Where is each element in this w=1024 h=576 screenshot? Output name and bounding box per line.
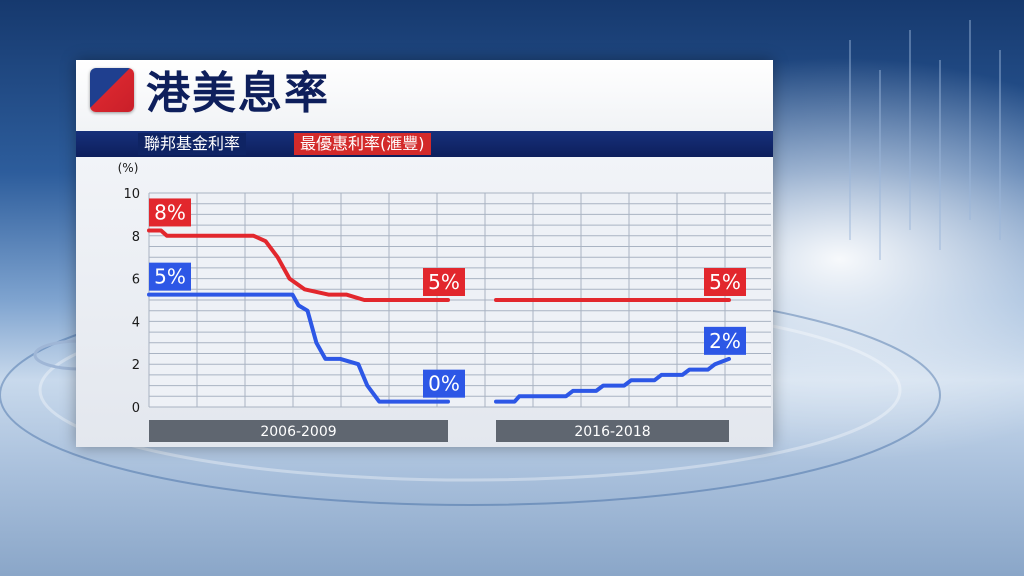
value-label: 0% <box>428 372 460 396</box>
value-label-box <box>423 369 465 398</box>
chart-panel: 港美息率 聯邦基金利率 最優惠利率(滙豐) 0 2 4 6 8 10 (%) 2006-200… <box>76 60 773 447</box>
y-tick-label: 2 <box>132 358 140 373</box>
y-tick-label: 4 <box>132 315 140 330</box>
series-line-fed-funds-segment-2 <box>494 356 731 404</box>
value-label: 2% <box>709 329 741 353</box>
y-axis-label: (%) <box>118 161 139 175</box>
value-label: 5% <box>428 270 460 294</box>
y-tick-label: 0 <box>132 401 140 416</box>
value-label-box <box>149 198 191 227</box>
value-label: 5% <box>154 265 186 289</box>
value-label: 8% <box>154 200 186 224</box>
y-tick-label: 8 <box>132 230 140 245</box>
period-bar <box>496 420 729 442</box>
legend-bar: 聯邦基金利率 最優惠利率(滙豐) <box>76 131 773 157</box>
value-label-box <box>704 268 746 296</box>
period-label: 2006-2009 <box>260 424 336 440</box>
chart-title: 港美息率 <box>146 68 330 119</box>
value-label-box <box>704 326 746 355</box>
hk-us-flag-icon <box>90 68 134 112</box>
value-label-box <box>423 268 465 296</box>
y-tick-label: 6 <box>132 273 140 288</box>
legend-item-prime-rate: 最優惠利率(滙豐) <box>294 133 431 155</box>
y-tick-label: 10 <box>123 187 140 202</box>
chart-plot: 0 2 4 6 8 10 (%) 2006-2009 2016-2018 5% 0% 2% 8% 5% 5% <box>118 161 771 442</box>
value-label: 5% <box>709 270 741 294</box>
series-line-fed-funds-segment-1 <box>147 292 450 404</box>
legend-item-fed-funds-rate: 聯邦基金利率 <box>138 133 247 155</box>
period-bar <box>149 420 448 442</box>
period-label: 2016-2018 <box>574 424 650 440</box>
title-bar: 港美息率 <box>76 60 773 130</box>
value-label-box <box>149 262 191 291</box>
